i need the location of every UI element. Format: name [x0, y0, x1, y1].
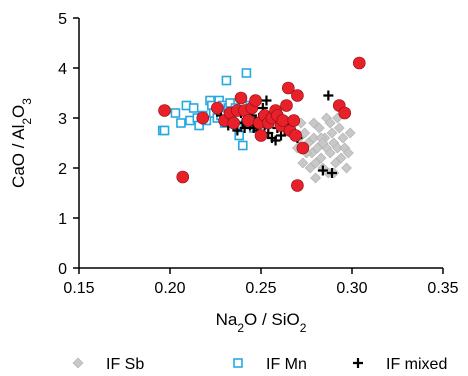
legend-label: IF mixed [386, 356, 447, 373]
legend-item-if-mixed: IF mixed [353, 356, 447, 373]
y-axis-title: CaO / Al2O3 [9, 98, 34, 188]
data-point [176, 170, 190, 184]
data-point [338, 106, 352, 120]
x-tick-label: 0.15 [63, 280, 94, 297]
data-point [304, 162, 316, 174]
y-tick-label: 3 [58, 111, 67, 128]
data-point [280, 99, 293, 112]
data-point [254, 129, 268, 142]
data-point [323, 90, 334, 101]
data-point [297, 157, 309, 169]
x-tick-label: 0.30 [336, 280, 367, 297]
x-tick-label: 0.20 [154, 280, 185, 297]
data-point [330, 157, 342, 169]
data-point [310, 172, 322, 184]
data-point [261, 95, 272, 106]
legend-item-if-mn: IF Mn [233, 356, 307, 373]
data-point [159, 125, 170, 136]
data-point [352, 56, 366, 70]
data-point [291, 179, 304, 192]
data-point [221, 75, 232, 86]
data-point [227, 116, 240, 130]
data-point [276, 114, 290, 127]
x-axis-title: Na2O / SiO2 [216, 310, 307, 335]
data-point [326, 168, 337, 178]
data-point [317, 165, 328, 176]
data-point [337, 132, 349, 144]
data-point [333, 122, 345, 134]
legend-label: IF Sb [106, 356, 144, 373]
data-point [299, 127, 311, 139]
data-point [326, 127, 338, 139]
x-tick-label: 0.35 [427, 280, 458, 297]
data-point [311, 142, 323, 154]
data-point [188, 103, 199, 113]
data-point [170, 108, 181, 118]
legend-marker-icon [353, 358, 363, 368]
y-tick-label: 4 [58, 61, 67, 78]
data-point [196, 111, 210, 125]
y-tick-label: 5 [58, 11, 67, 28]
data-point [249, 94, 262, 107]
data-point [310, 157, 322, 169]
data-point [291, 89, 304, 102]
legend-marker-icon [233, 358, 243, 368]
data-point [324, 117, 336, 129]
data-point [308, 132, 320, 144]
data-point [176, 118, 186, 128]
x-tick-label: 0.25 [245, 280, 276, 297]
series-circle-markers [158, 56, 366, 192]
data-point [335, 152, 347, 164]
legend: IF Sb IF Mn IF mixed [72, 356, 447, 373]
y-tick-label: 2 [58, 161, 67, 178]
data-marks [157, 56, 366, 192]
y-tick-label: 0 [58, 261, 67, 278]
data-point [344, 127, 356, 139]
y-tick-label: 1 [58, 211, 67, 228]
legend-item-if-sb: IF Sb [72, 356, 144, 373]
axes: 0.15 0.20 0.25 0.30 0.35 0 1 2 3 4 5 Na2O / SiO2 CaO… [9, 11, 459, 335]
legend-label: IF Mn [266, 356, 307, 373]
data-point [238, 140, 248, 151]
data-point [332, 142, 343, 154]
data-point [241, 114, 255, 127]
data-point [289, 129, 302, 142]
data-point [281, 81, 295, 95]
data-point [158, 104, 171, 117]
data-point [341, 162, 352, 174]
data-point [296, 141, 310, 155]
data-point [287, 114, 301, 127]
data-point [270, 135, 281, 146]
data-point [234, 91, 248, 105]
data-point [324, 147, 336, 159]
data-point [342, 147, 354, 159]
legend-marker-icon [72, 357, 84, 369]
data-point [317, 137, 329, 149]
data-point [241, 68, 252, 78]
data-point [313, 122, 325, 134]
data-point [315, 152, 327, 164]
data-point [211, 101, 224, 115]
data-point [308, 117, 320, 129]
